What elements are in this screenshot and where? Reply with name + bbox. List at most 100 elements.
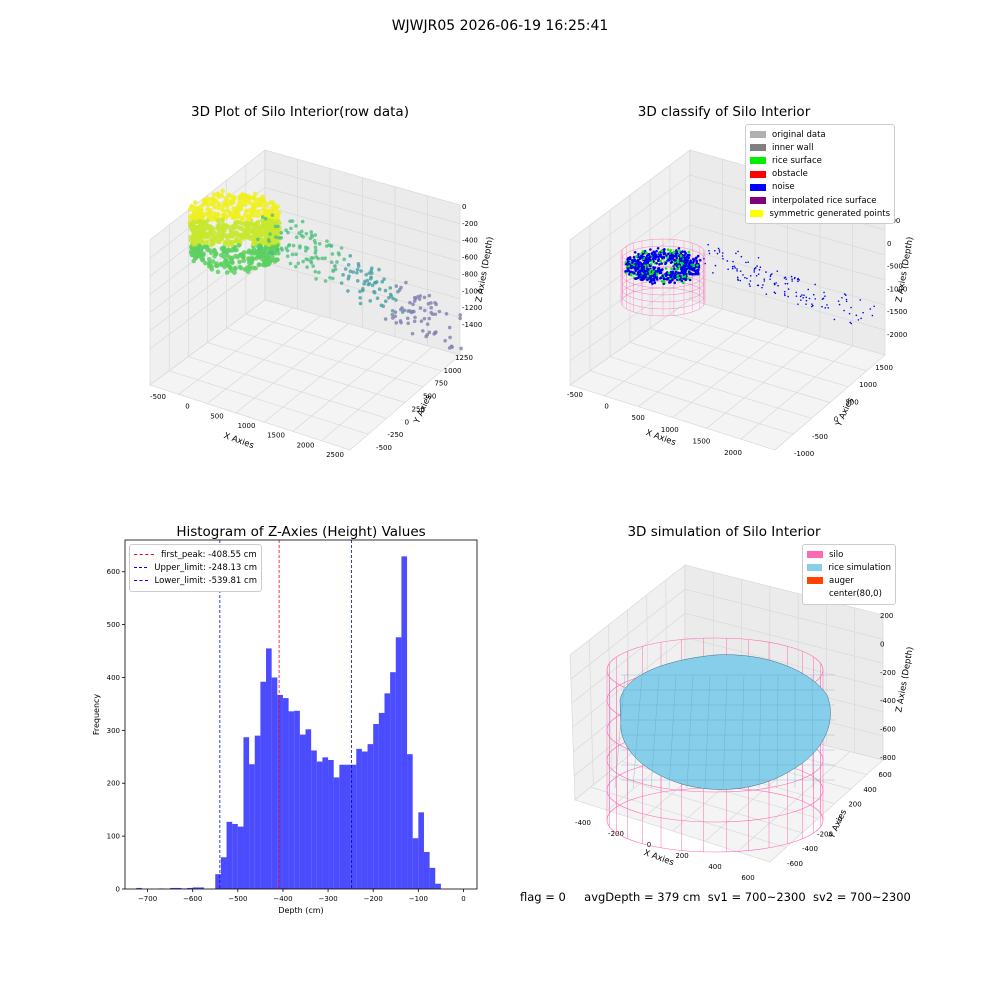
- noise-point: [718, 251, 721, 253]
- raw-point: [246, 194, 252, 200]
- raw-point: [212, 247, 217, 253]
- noise-point: [807, 288, 810, 291]
- histogram-bar: [328, 759, 334, 889]
- histogram-legend: first_peak: -408.55 cm Upper_limit: -248.…: [129, 544, 262, 592]
- classified-point: [642, 270, 646, 274]
- noise-point: [731, 267, 734, 270]
- classified-point: [666, 248, 670, 252]
- legend-label: interpolated rice surface: [772, 195, 877, 206]
- raw-point: [312, 238, 317, 243]
- raw-point: [229, 201, 234, 206]
- raw-point: [380, 279, 385, 284]
- classified-point: [676, 274, 679, 277]
- classified-point: [683, 260, 686, 264]
- legend-label: rice simulation: [828, 562, 891, 573]
- mesh-line: [722, 674, 728, 789]
- noise-point: [739, 279, 742, 282]
- raw-point: [199, 214, 205, 220]
- raw-point: [241, 192, 247, 198]
- raw-point: [346, 262, 351, 267]
- raw-point: [258, 201, 264, 206]
- x-tick-label: 1500: [692, 437, 710, 445]
- noise-point: [860, 317, 862, 320]
- classified-point: [658, 277, 662, 280]
- raw-point: [270, 213, 275, 217]
- raw-point: [193, 215, 198, 221]
- raw-point: [286, 230, 290, 235]
- x-tick-label: −500: [228, 895, 247, 903]
- grid-line: [606, 773, 803, 834]
- raw-point: [320, 256, 324, 261]
- noise-point: [799, 295, 802, 298]
- grid-line: [689, 199, 886, 256]
- raw-point: [188, 223, 193, 229]
- plot-frame: [124, 539, 478, 890]
- histogram-bar: [294, 710, 300, 889]
- raw-point: [214, 263, 220, 269]
- classified-point: [688, 278, 692, 282]
- y-tick-label: -1000: [794, 450, 814, 458]
- raw-point: [220, 203, 226, 209]
- grid-line: [689, 274, 886, 331]
- noise-point: [859, 299, 862, 301]
- classified-point: [627, 264, 631, 268]
- classified-point: [649, 248, 652, 251]
- raw-point: [220, 188, 226, 194]
- noise-point: [742, 274, 744, 276]
- noise-point: [769, 278, 771, 280]
- raw-point: [270, 254, 275, 260]
- grid-line: [169, 370, 369, 435]
- raw-point: [458, 316, 462, 321]
- noise-point: [737, 250, 739, 253]
- raw-point: [202, 200, 207, 206]
- raw-point: [433, 300, 437, 305]
- classified-point: [640, 276, 644, 280]
- raw-point: [331, 276, 335, 281]
- raw-point: [337, 252, 341, 257]
- noise-point: [843, 309, 845, 312]
- noise-point: [746, 277, 748, 280]
- legend-entry: rice surface: [750, 154, 890, 167]
- z-tick-label: -400: [462, 237, 478, 245]
- classified-point: [660, 262, 663, 265]
- raw-point: [290, 219, 295, 223]
- raw-point: [232, 230, 238, 236]
- mesh-line: [811, 674, 814, 789]
- raw-point: [215, 269, 221, 275]
- classified-point: [696, 254, 700, 258]
- noise-point: [823, 291, 825, 294]
- raw-point: [220, 217, 226, 223]
- classified-point: [662, 251, 666, 255]
- noise-point: [810, 305, 813, 308]
- classified-point: [658, 262, 661, 266]
- classified-point: [640, 256, 644, 259]
- classified-point: [628, 257, 632, 261]
- raw-point: [355, 270, 359, 275]
- classified-point: [660, 279, 664, 283]
- raw-point: [227, 233, 233, 239]
- legend-entry: obstacle: [750, 168, 890, 181]
- noise-point: [697, 262, 700, 265]
- classified-point: [683, 259, 686, 262]
- raw-point: [258, 251, 264, 257]
- classified-point: [671, 254, 675, 257]
- classified-point: [634, 262, 637, 266]
- raw-point: [273, 219, 279, 225]
- raw-point: [241, 258, 246, 263]
- mesh-line: [614, 674, 626, 789]
- classified-point: [664, 267, 668, 270]
- raw-point: [241, 233, 247, 239]
- classified-point: [636, 272, 640, 276]
- histogram-bar: [429, 867, 436, 889]
- classified-point: [637, 262, 640, 266]
- z-tick-label: 200: [880, 612, 893, 620]
- raw-point: [236, 243, 242, 248]
- x-tick-label: -400: [575, 819, 591, 827]
- raw-point: [365, 278, 370, 283]
- classified-point: [652, 267, 656, 271]
- raw-point: [422, 316, 427, 321]
- histogram-bar: [254, 735, 261, 889]
- legend-entry: auger: [807, 574, 891, 587]
- raw-point: [276, 224, 280, 229]
- raw-point: [258, 246, 262, 250]
